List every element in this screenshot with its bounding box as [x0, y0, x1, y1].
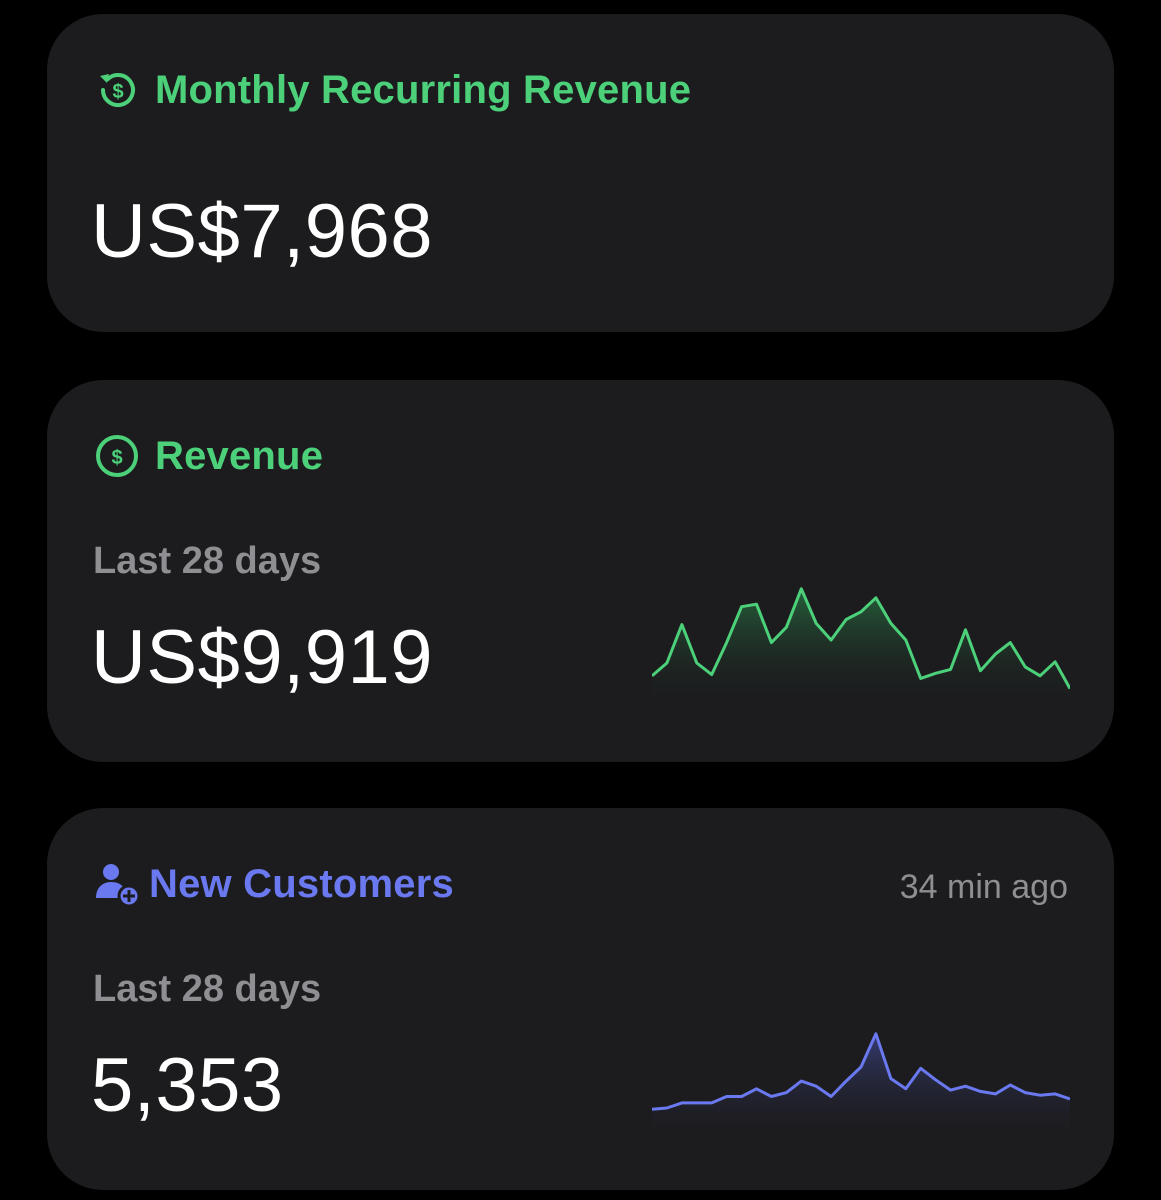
customers-sparkline [652, 1032, 1070, 1146]
customers-sparkline-line [652, 1032, 1070, 1111]
mrr-value: US$7,968 [91, 189, 434, 274]
revenue-sparkline [652, 587, 1070, 710]
customers-updated-time: 34 min ago [899, 868, 1068, 906]
recurring-dollar-icon: $ [100, 73, 135, 107]
mrr-title: Monthly Recurring Revenue [155, 67, 692, 112]
customers-title: New Customers [149, 861, 454, 906]
mrr-header: $ Monthly Recurring Revenue [93, 66, 691, 114]
customers-sparkline-area [652, 1033, 1070, 1146]
revenue-sparkline-line [652, 587, 1070, 690]
customers-value: 5,353 [91, 1043, 284, 1128]
revenue-header: $ Revenue [93, 432, 323, 480]
customers-subtitle: Last 28 days [93, 968, 322, 1010]
mrr-card[interactable]: $ Monthly Recurring Revenue US$7,968 [47, 14, 1114, 332]
customers-header: New Customers [93, 860, 454, 908]
revenue-card[interactable]: $ Revenue Last 28 days US$9,919 [47, 380, 1114, 762]
revenue-subtitle: Last 28 days [93, 540, 322, 582]
dollar-circle-icon: $ [96, 435, 138, 477]
svg-text:$: $ [111, 447, 122, 469]
customers-card[interactable]: New Customers 34 min ago Last 28 days 5,… [47, 808, 1114, 1190]
revenue-sparkline-area [652, 588, 1070, 710]
svg-text:$: $ [112, 81, 123, 103]
revenue-title: Revenue [155, 433, 324, 478]
user-plus-icon [96, 864, 141, 908]
revenue-value: US$9,919 [91, 615, 434, 700]
